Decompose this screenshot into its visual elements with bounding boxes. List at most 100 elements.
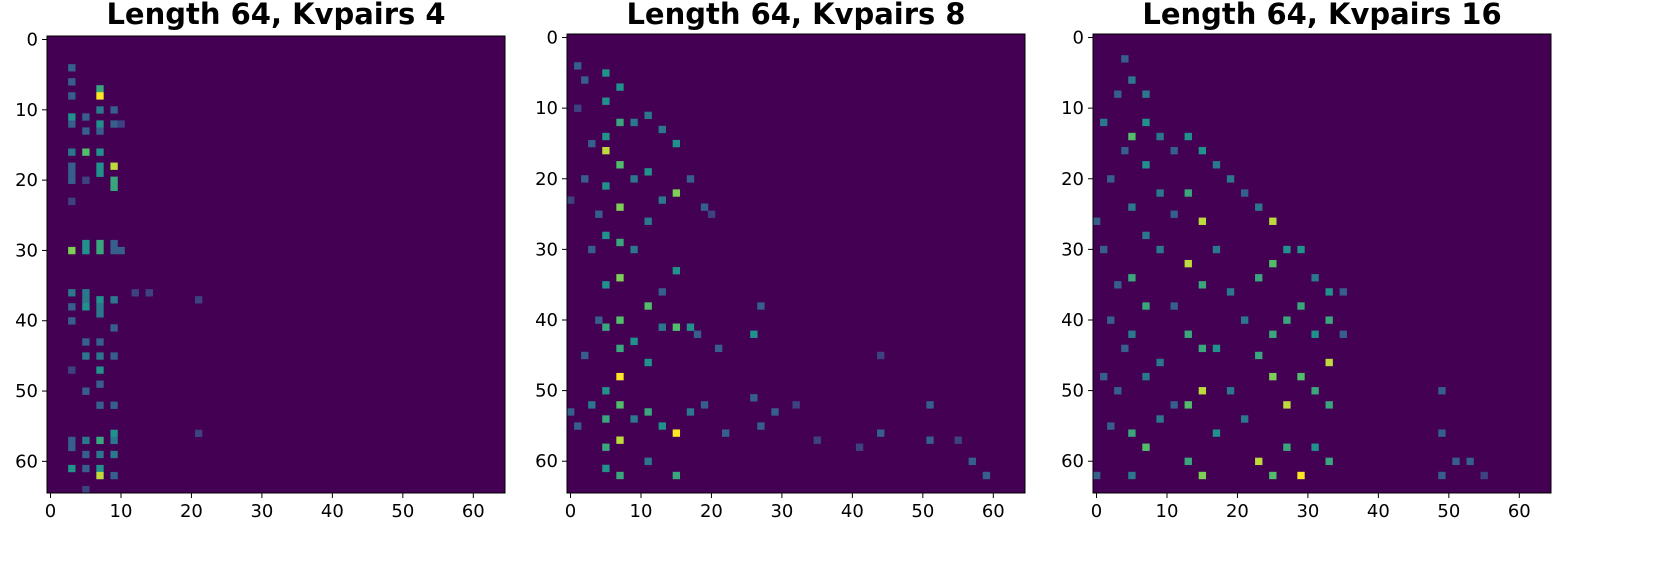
heatmap-cell [1170,146,1178,155]
heatmap-cell [1212,161,1221,169]
heatmap-cell [96,246,104,255]
heatmap-cell [110,436,118,445]
heatmap-cell [644,217,652,225]
heatmap-cell [1128,471,1136,480]
y-tick-label: 0 [1073,28,1084,49]
heatmap-cell [602,146,610,155]
heatmap-cell [1128,76,1136,84]
heatmap-cell [574,422,582,430]
heatmap-cell [574,62,582,70]
heatmap-cell [700,203,709,211]
heatmap-cell [68,113,76,121]
heatmap-cell [1269,259,1277,268]
heatmap-cell [96,92,104,100]
heatmap-cell [96,296,104,304]
heatmap-cell [595,210,603,218]
plot-frame [46,35,506,494]
heatmap-cell [1128,203,1136,211]
heatmap-cell [145,289,153,297]
heatmap-cell [68,78,76,86]
heatmap-cell [194,296,203,304]
heatmap-cell [96,401,104,409]
x-tick-label: 40 [321,501,344,522]
heatmap-cell [96,127,104,135]
heatmap-cell [855,443,864,451]
y-tick-label: 10 [1061,98,1084,119]
chart-title: Length 64, Kvpairs 8 [626,0,965,31]
heatmap-cell [110,296,118,304]
heatmap-cell [1325,401,1333,409]
heatmap-cell [658,422,666,430]
heatmap-cell [1269,372,1277,381]
heatmap-cell [1198,217,1207,225]
x-tick-label: 20 [180,501,203,522]
heatmap-cell [68,148,76,156]
heatmap-cell [750,330,758,338]
heatmap-cell [658,196,666,204]
heatmap-cell [110,471,118,480]
y-tick-label: 30 [1061,239,1084,260]
heatmap-cell [1198,344,1207,353]
x-tick-label: 60 [462,501,485,522]
heatmap-cell [68,176,76,184]
heatmap-cell [1311,330,1319,338]
heatmap-cell [1142,443,1150,451]
heatmap-cell [693,330,702,338]
heatmap-cell [68,197,76,206]
heatmap-cell [602,231,610,240]
heatmap-cell [96,380,104,388]
heatmap-cell [602,132,610,141]
x-tick-label: 30 [1296,501,1319,522]
x-tick-label: 60 [1508,501,1531,522]
heatmap-cell [792,401,800,409]
heatmap-cell [1212,344,1221,353]
heatmap-cell [96,464,104,473]
plot-frame [566,33,1026,494]
heatmap-cell [1100,245,1108,254]
heatmap-cell [602,69,610,77]
heatmap-cell [1325,288,1333,296]
heatmap-cell [1438,471,1446,480]
heatmap-cell [1297,245,1305,254]
y-tick-label: 0 [27,30,38,51]
heatmap-cell [1255,203,1263,211]
heatmap-cell [1480,471,1488,480]
heatmap-cell [131,289,139,297]
x-tick-label: 0 [565,501,576,522]
y-tick-label: 10 [535,98,558,119]
heatmap-cell [1142,231,1150,240]
heatmap-cell [96,162,104,170]
x-tick-label: 40 [841,501,864,522]
heatmap-cell [630,118,638,127]
heatmap-cell [602,415,610,423]
heatmap-cell [1438,387,1446,395]
heatmap-cell [926,401,934,409]
heatmap-cell [1128,330,1136,338]
heatmap-cell [954,436,962,444]
heatmap-cell [1297,471,1305,480]
heatmap-cell [658,288,666,296]
heatmap-cell [602,443,610,451]
y-tick-label: 10 [15,100,38,121]
x-tick-label: 0 [45,501,56,522]
heatmap-cell [1156,189,1164,197]
heatmap-cell [1114,90,1122,98]
heatmap-cell [82,338,90,346]
heatmap-cell [110,401,118,409]
heatmap-cell [644,358,652,367]
heatmap-cell [1170,210,1178,218]
heatmap-cell [82,127,90,135]
heatmap-cell [686,175,695,183]
heatmap-cell [96,450,104,459]
heatmap-cell [616,471,624,480]
heatmap-cell [602,464,610,473]
heatmap-cell [968,457,976,466]
x-tick-label: 10 [630,501,653,522]
heatmap-cell [672,267,681,275]
y-tick-label: 40 [1061,310,1084,331]
heatmap-cell [82,352,90,360]
heatmap-cell [1128,132,1136,141]
heatmap-cell [982,471,991,480]
heatmap-cell [771,408,779,416]
